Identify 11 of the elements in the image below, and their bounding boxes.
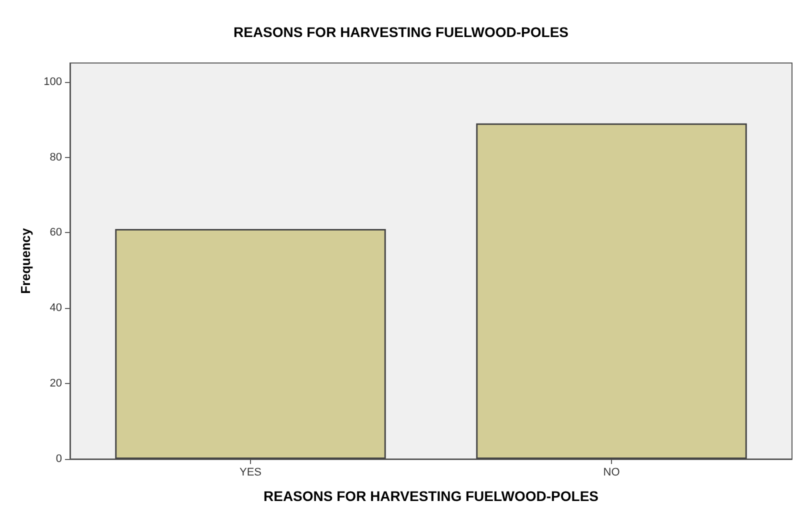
x-axis-title: REASONS FOR HARVESTING FUELWOOD-POLES: [264, 488, 598, 504]
y-tick-label: 40: [50, 302, 62, 314]
chart-title: REASONS FOR HARVESTING FUELWOOD-POLES: [234, 24, 568, 40]
y-tick-label: 100: [44, 76, 62, 88]
x-tick-label: YES: [239, 466, 262, 478]
y-tick-label: 0: [56, 453, 62, 465]
y-axis-title: Frequency: [18, 227, 33, 294]
y-tick-label: 80: [50, 151, 62, 164]
y-tick-label: 60: [50, 226, 62, 239]
y-tick-label: 20: [50, 378, 62, 390]
x-tick-label: NO: [603, 466, 620, 478]
